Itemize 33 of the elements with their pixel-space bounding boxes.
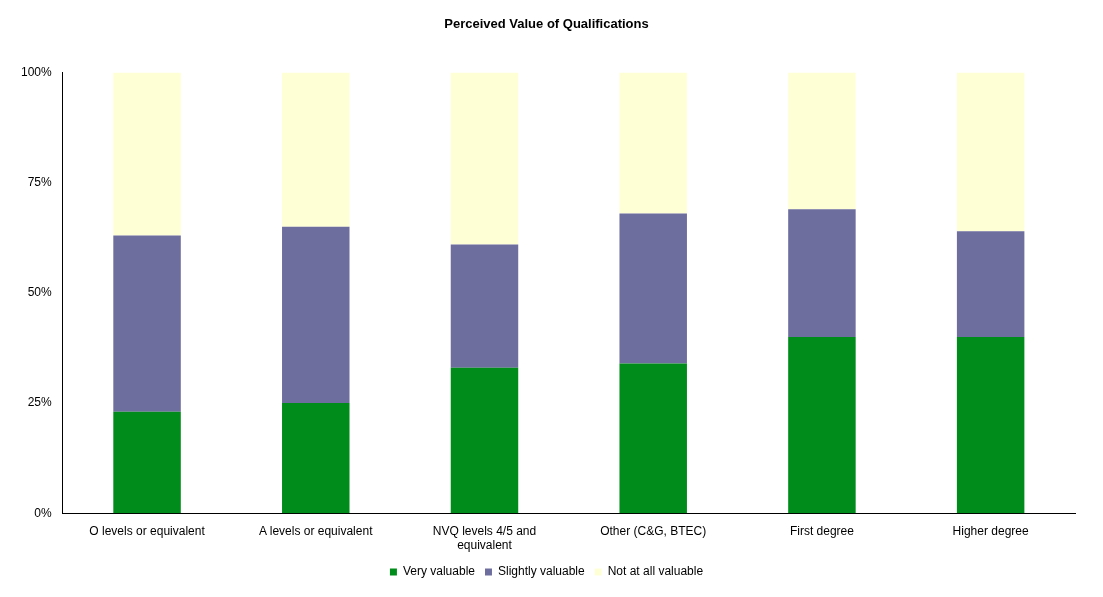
legend-label: Slightly valuable bbox=[497, 564, 586, 579]
bar bbox=[113, 411, 181, 514]
bar bbox=[956, 231, 1025, 337]
x-tick-label: NVQ levels 4/5 and equivalent bbox=[432, 523, 537, 553]
bar bbox=[619, 363, 687, 514]
bar bbox=[788, 336, 856, 514]
x-tick-label: Higher degree bbox=[952, 523, 1029, 538]
x-tick-label: First degree bbox=[789, 523, 855, 538]
legend-label: Very valuable bbox=[402, 564, 476, 579]
y-tick-label: 25% bbox=[27, 395, 53, 410]
x-tick-label: Other (C&G, BTEC) bbox=[600, 523, 707, 538]
bar bbox=[956, 336, 1025, 514]
bar bbox=[450, 72, 519, 245]
x-tick-label: O levels or equivalent bbox=[89, 523, 206, 538]
bar bbox=[282, 403, 350, 514]
y-tick-label: 100% bbox=[20, 64, 53, 79]
bar bbox=[619, 213, 687, 364]
bar bbox=[450, 367, 519, 514]
bar bbox=[788, 72, 856, 210]
bar bbox=[282, 72, 350, 227]
x-tick-label: A levels or equivalent bbox=[259, 523, 374, 538]
y-tick-label: 75% bbox=[27, 175, 53, 190]
y-tick-label: 50% bbox=[27, 285, 53, 300]
y-tick-label: 0% bbox=[34, 505, 53, 520]
bar bbox=[619, 72, 687, 214]
bar bbox=[956, 72, 1025, 232]
bar bbox=[282, 226, 350, 404]
legend-label: Not at all valuable bbox=[607, 564, 704, 579]
chart-title: Perceived Value of Qualifications bbox=[444, 16, 649, 32]
bar bbox=[788, 209, 856, 337]
bar bbox=[113, 72, 181, 236]
bar bbox=[113, 235, 181, 412]
bar bbox=[450, 244, 519, 368]
